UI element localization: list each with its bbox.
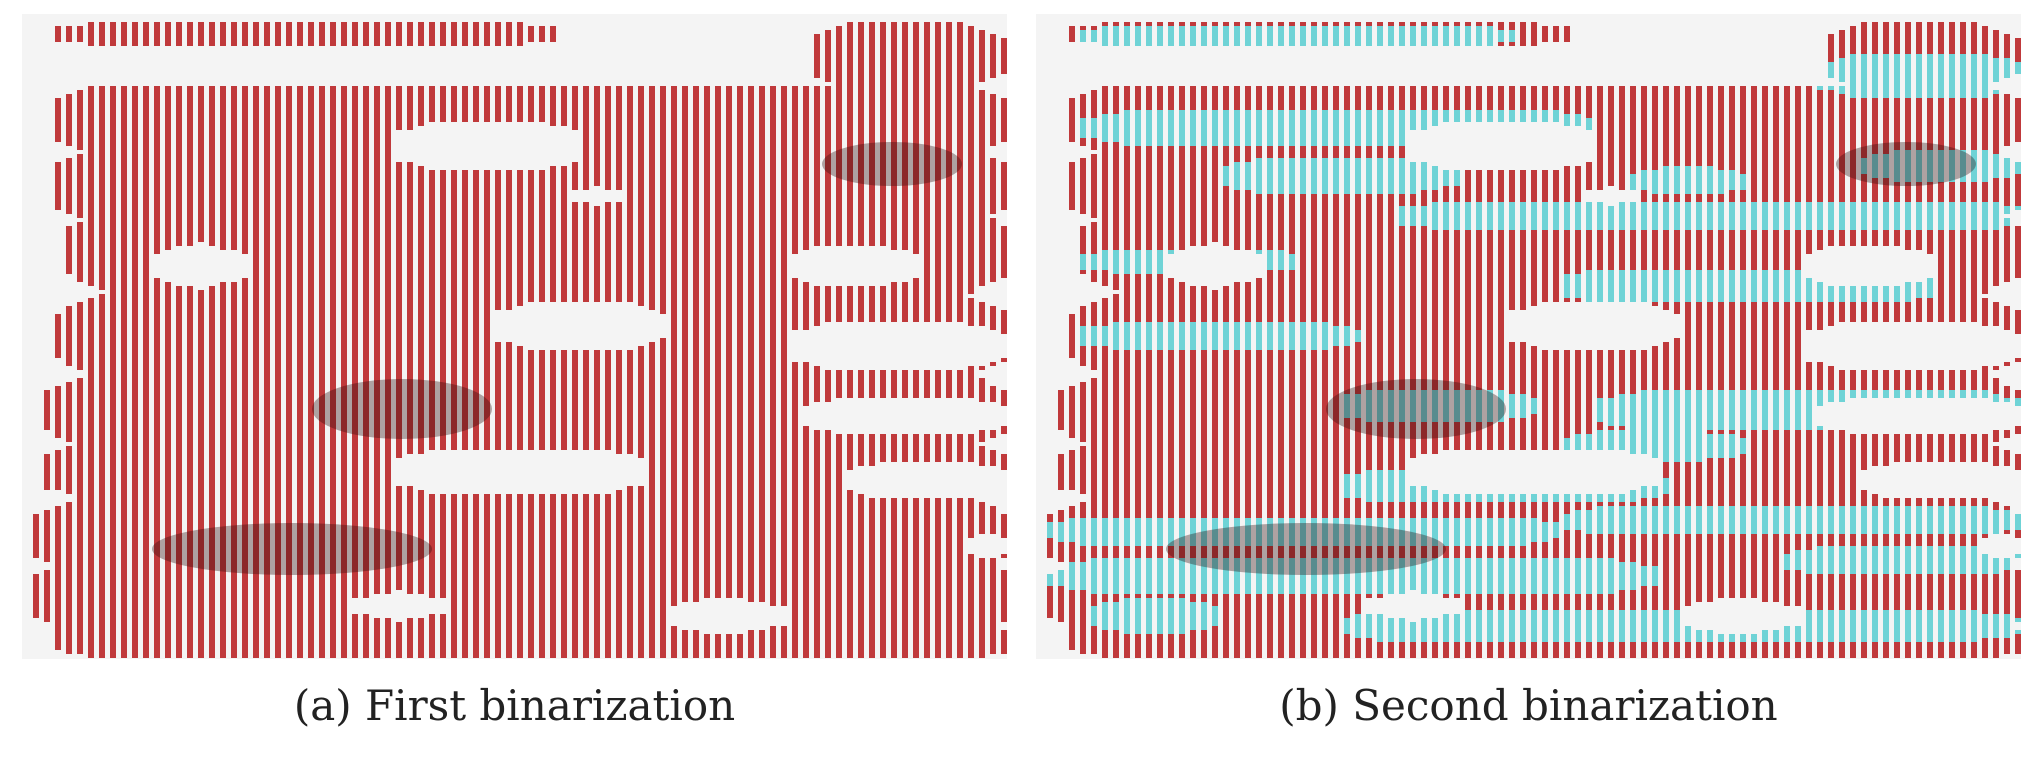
panel-second-binarization (1036, 14, 2021, 659)
first-binarization-mask (33, 22, 1007, 658)
panel-first-binarization (22, 14, 1007, 659)
binarization-image-a (22, 14, 1007, 659)
dark-shadow-regions (152, 142, 962, 575)
binarization-image-b (1036, 14, 2021, 659)
first-binarization-mask (1047, 22, 2021, 658)
texture-background (22, 14, 1007, 659)
caption-b: (b) Second binarization (1279, 681, 1778, 730)
texture-background (1036, 14, 2021, 659)
dark-shadow-regions (1166, 142, 1976, 575)
second-binarization-mask (1047, 26, 2021, 642)
caption-a: (a) First binarization (293, 681, 736, 730)
